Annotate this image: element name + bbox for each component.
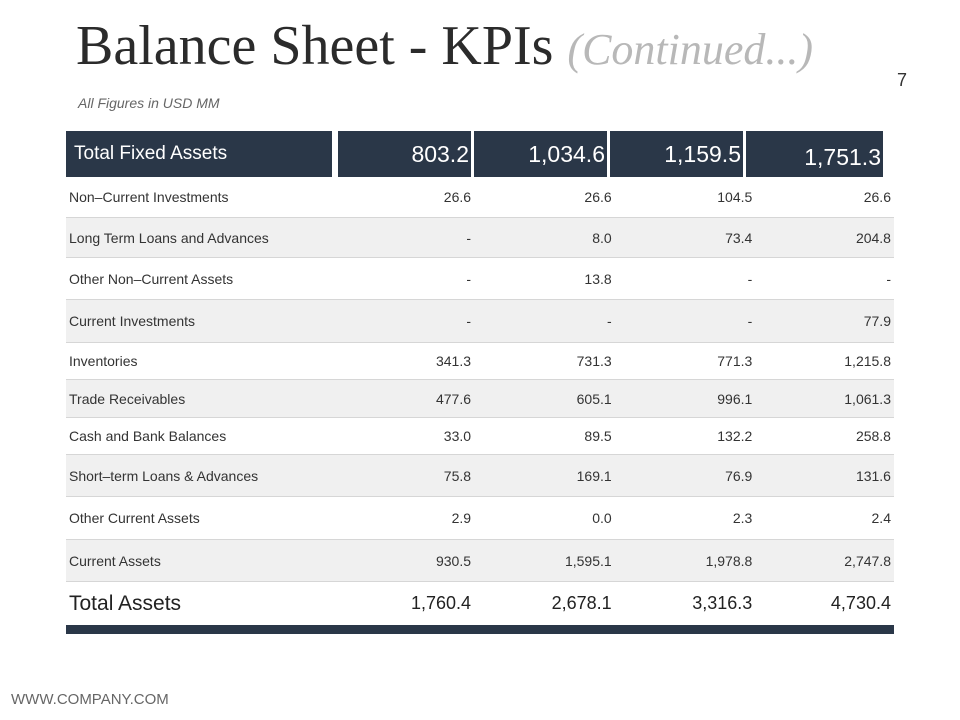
title-main: Balance Sheet - KPIs [76, 15, 554, 77]
row-value: 2.3 [732, 510, 753, 526]
row-value: 258.8 [855, 428, 891, 444]
table-row: Other Non–Current Assets - 13.8 - - [66, 258, 894, 300]
row-value: 8.0 [592, 229, 612, 246]
table-row: Current Assets 930.5 1,595.1 1,978.8 2,7… [66, 540, 894, 582]
row-value: 89.5 [584, 428, 612, 444]
row-label: Current Assets [69, 552, 161, 569]
row-label: Non–Current Investments [69, 189, 229, 205]
footer-website: WWW.COMPANY.COM [11, 691, 169, 708]
row-label: Current Investments [69, 313, 196, 329]
row-value: 76.9 [725, 467, 753, 484]
row-value: - [466, 270, 472, 287]
row-value: - [747, 270, 753, 287]
row-value: 1,061.3 [844, 390, 891, 407]
total-value: 3,316.3 [692, 593, 753, 613]
header-value: 803.2 [338, 131, 471, 177]
row-value: 996.1 [717, 390, 753, 407]
row-value: 131.6 [855, 467, 891, 484]
row-label: Inventories [69, 353, 138, 369]
row-value: 477.6 [435, 390, 472, 407]
row-value: 204.8 [855, 229, 891, 246]
title-continued: (Continued...) [567, 25, 814, 74]
row-value: 1,595.1 [564, 552, 612, 569]
row-value: 731.3 [576, 353, 612, 369]
total-value: 2,678.1 [551, 593, 612, 613]
row-value: - [886, 270, 891, 287]
row-label: Trade Receivables [69, 390, 186, 407]
total-value: 1,760.4 [410, 593, 472, 613]
row-label: Cash and Bank Balances [69, 428, 227, 444]
row-value: 771.3 [717, 353, 753, 369]
row-value: 2.4 [871, 510, 891, 526]
row-value: 605.1 [576, 390, 612, 407]
row-label: Other Non–Current Assets [69, 270, 234, 287]
table-header-row: Total Fixed Assets 803.2 1,034.6 1,159.5… [66, 131, 894, 177]
table-row: Trade Receivables 477.6 605.1 996.1 1,06… [66, 380, 894, 418]
balance-sheet-table: Total Fixed Assets 803.2 1,034.6 1,159.5… [66, 131, 894, 634]
row-value: 26.6 [863, 189, 891, 205]
table-row: Current Investments - - - 77.9 [66, 300, 894, 343]
row-value: - [466, 229, 472, 246]
row-value: 930.5 [435, 552, 472, 569]
total-underline-bar [66, 625, 894, 634]
row-value: 13.8 [584, 270, 612, 287]
header-label: Total Fixed Assets [66, 131, 332, 177]
row-value: 1,978.8 [705, 552, 753, 569]
table-row: Other Current Assets 2.9 0.0 2.3 2.4 [66, 497, 894, 540]
table-row: Short–term Loans & Advances 75.8 169.1 7… [66, 455, 894, 497]
row-value: - [607, 313, 612, 329]
header-value: 1,159.5 [610, 131, 743, 177]
row-value: 77.9 [863, 313, 891, 329]
row-value: 104.5 [717, 189, 753, 205]
figures-note: All Figures in USD MM [78, 95, 220, 111]
table-row: Long Term Loans and Advances - 8.0 73.4 … [66, 218, 894, 258]
row-value: 132.2 [717, 428, 753, 444]
row-value: 2,747.8 [844, 552, 891, 569]
header-value: 1,034.6 [474, 131, 607, 177]
page-title: Balance Sheet - KPIs (Continued...) [76, 14, 813, 82]
row-value: 75.8 [443, 467, 472, 484]
row-value: 169.1 [576, 467, 612, 484]
row-value: 2.9 [451, 510, 472, 526]
row-value: 73.4 [725, 229, 753, 246]
row-value: 341.3 [435, 353, 472, 369]
table-row: Cash and Bank Balances 33.0 89.5 132.2 2… [66, 418, 894, 455]
table-row: Inventories 341.3 731.3 771.3 1,215.8 [66, 343, 894, 380]
row-value: 33.0 [443, 428, 472, 444]
row-value: - [466, 313, 472, 329]
row-label: Long Term Loans and Advances [69, 229, 269, 246]
row-value: 1,215.8 [844, 353, 891, 369]
row-value: 26.6 [443, 189, 472, 205]
total-label: Total Assets [69, 591, 182, 615]
table-row: Non–Current Investments 26.6 26.6 104.5 … [66, 177, 894, 218]
row-value: 26.6 [584, 189, 612, 205]
row-label: Other Current Assets [69, 510, 200, 526]
row-label: Short–term Loans & Advances [69, 467, 259, 484]
header-value: 1,751.3 [746, 131, 883, 177]
total-assets-row: Total Assets 1,760.4 2,678.1 3,316.3 4,7… [66, 582, 894, 625]
page-number: 7 [897, 70, 908, 90]
total-value: 4,730.4 [830, 593, 891, 613]
row-value: - [747, 313, 753, 329]
row-value: 0.0 [592, 510, 612, 526]
